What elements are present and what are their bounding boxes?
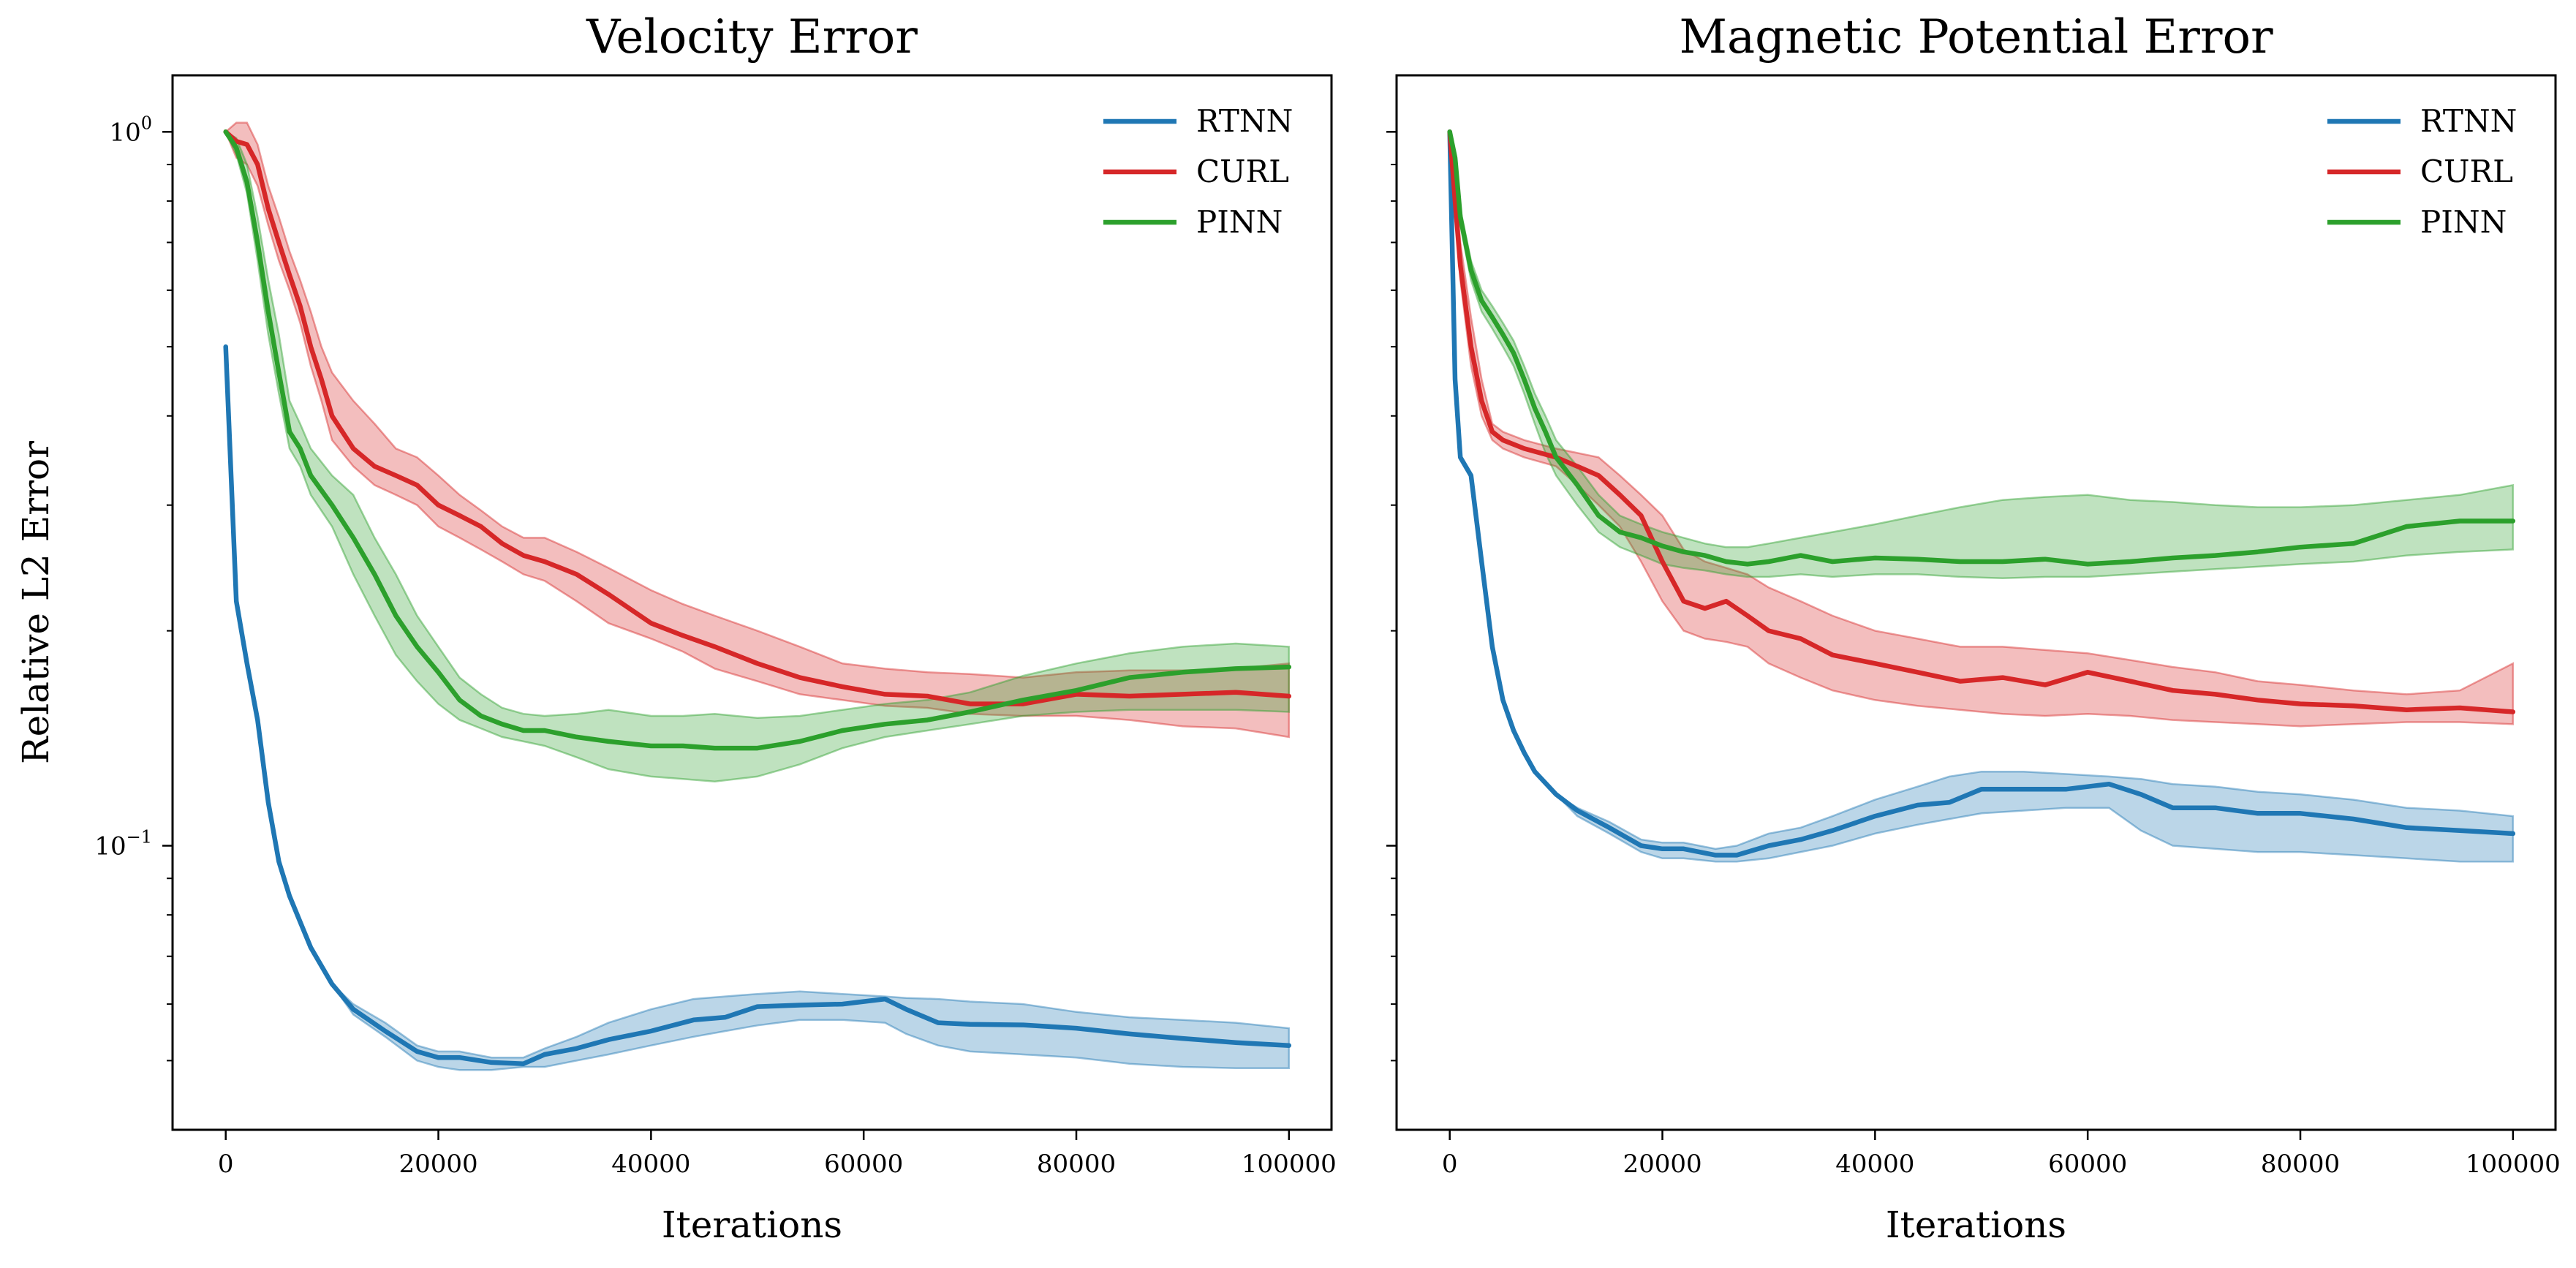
velocity-error-x-tick-label: 40000 [611,1150,690,1179]
magnetic-potential-error-legend-label-rtnn: RTNN [2420,103,2517,139]
velocity-error-band-curl [224,121,1291,739]
velocity-error-y-axis-label: Relative L2 Error [15,441,57,764]
velocity-error-line-curl [223,129,1292,706]
velocity-error-legend-label-rtnn: RTNN [1196,103,1293,139]
magnetic-potential-error-legend-label-pinn: PINN [2420,204,2507,240]
magnetic-potential-error-line-pinn [1447,129,2516,567]
magnetic-potential-error-band-pinn [1448,131,2515,579]
velocity-error-axes-frame [171,74,1333,1131]
magnetic-potential-error-x-tick-label: 20000 [1623,1150,1701,1179]
velocity-error-title: Velocity Error [586,10,918,64]
velocity-error-line-rtnn [223,344,1292,1066]
magnetic-potential-error-title: Magnetic Potential Error [1679,10,2273,64]
magnetic-potential-error-x-tick-label: 0 [1442,1150,1458,1179]
magnetic-potential-error-band-curl [1448,132,2515,728]
velocity-error-x-tick-label: 100000 [1242,1150,1337,1179]
magnetic-potential-error-x-tick-label: 80000 [2261,1150,2340,1179]
velocity-error-x-tick-label: 60000 [824,1150,903,1179]
velocity-error-band-rtnn [224,347,1291,1071]
magnetic-potential-error-x-tick-label: 60000 [2048,1150,2127,1179]
magnetic-potential-error-axes-frame [1395,74,2557,1131]
magnetic-potential-error-x-tick-label: 40000 [1835,1150,1914,1179]
velocity-error-plot-area [223,121,1292,1071]
magnetic-potential-error-x-tick-label: 100000 [2466,1150,2561,1179]
y-tick-label-base: 10 [109,118,140,147]
magnetic-potential-error-legend: RTNN CURL PINN [2327,103,2517,240]
magnetic-potential-error-line-rtnn [1447,129,2516,858]
velocity-error-legend: RTNN CURL PINN [1103,103,1293,240]
velocity-error-legend-label-pinn: PINN [1196,204,1283,240]
velocity-error-band-pinn [223,129,1291,783]
magnetic-potential-error-panel: 0 20000 40000 60000 80000 100000 Magnetic Pote… [1386,10,2561,1246]
velocity-error-panel: 0 20000 40000 60000 80000 10000010010−1Veloci… [15,10,1337,1246]
velocity-error-x-axis-label: Iterations [662,1204,842,1246]
magnetic-potential-error-band-rtnn [1448,132,2515,863]
magnetic-potential-error-x-axis-label: Iterations [1886,1204,2066,1246]
magnetic-potential-error-plot-area [1447,129,2516,863]
velocity-error-x-tick-label: 0 [218,1150,234,1179]
velocity-error-x-tick-label: 80000 [1037,1150,1116,1179]
velocity-error-y-tick-label: 100 [109,113,152,147]
velocity-error-x-tick-label: 20000 [399,1150,477,1179]
magnetic-potential-error-line-curl [1447,129,2516,714]
velocity-error-y-tick-label: 10−1 [94,827,152,861]
magnetic-potential-error-legend-label-curl: CURL [2420,154,2513,189]
y-tick-label-exponent: 0 [141,113,152,133]
velocity-error-legend-label-curl: CURL [1196,154,1289,189]
y-tick-label-exponent: −1 [126,827,152,848]
y-tick-label-base: 10 [94,832,126,861]
velocity-error-line-pinn [223,129,1292,751]
